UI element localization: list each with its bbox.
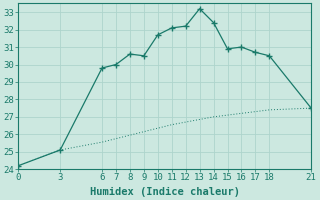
X-axis label: Humidex (Indice chaleur): Humidex (Indice chaleur)	[90, 186, 240, 197]
